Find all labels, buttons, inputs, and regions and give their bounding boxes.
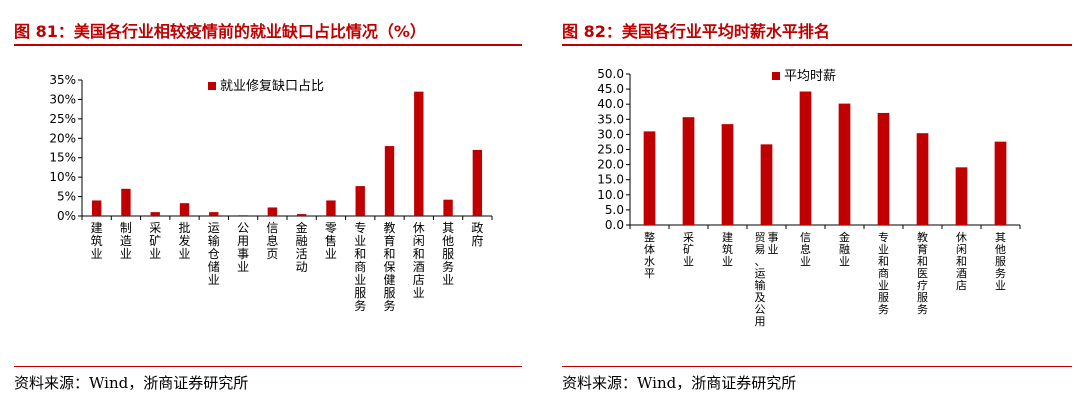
right-category-label: 整体水平: [644, 230, 655, 280]
right-legend-label: 平均时薪: [784, 69, 836, 84]
left-bar: [91, 200, 102, 216]
right-category-label: 信息业: [800, 231, 811, 268]
figure-82-panel: 图 82：美国各行业平均时薪水平排名 0.0 5.0 10.0 15.0 20.0 25.…: [548, 0, 1080, 400]
right-category-label: 教育和医疗服务: [917, 231, 928, 316]
left-y-tick-label: 30%: [49, 92, 76, 106]
left-bar: [443, 199, 453, 216]
right-bar: [643, 131, 656, 225]
left-category-label: 其他服务业: [442, 221, 454, 287]
right-category-label: 专业和商业服务: [878, 230, 889, 316]
right-bar: [838, 103, 851, 225]
left-bar: [209, 212, 219, 216]
left-legend-label: 就业修复缺口占比: [220, 79, 324, 94]
left-category-label: 零售业: [325, 221, 337, 261]
right-bar: [916, 133, 929, 225]
left-bar: [150, 212, 160, 216]
left-bar: [121, 188, 131, 216]
left-y-tick-label: 15%: [49, 151, 76, 165]
left-legend-swatch: [208, 82, 216, 90]
right-y-tick-label: 15.0: [597, 173, 624, 187]
right-y-tick-label: 10.0: [597, 188, 624, 202]
left-bar: [414, 91, 424, 216]
left-bar: [179, 203, 190, 216]
figure-81-panel: 图 81：美国各行业相较疫情前的就业缺口占比情况（%） 0% 5% 10% 15% 20…: [0, 0, 530, 400]
left-bar: [472, 149, 483, 216]
figure-82-bottom-rule: [562, 366, 1072, 367]
right-y-tick-label: 40.0: [597, 97, 624, 111]
left-category-label: 采矿业: [149, 221, 161, 261]
left-category-label: 休闲和酒店业: [413, 221, 425, 300]
hourly-wage-chart: 0.05.010.015.020.025.0 30.035.040.045.050…: [597, 67, 1021, 328]
right-bar: [682, 117, 695, 225]
left-bar: [296, 214, 307, 216]
left-category-label: 建筑业: [91, 221, 103, 261]
right-category-label: 建筑业: [722, 230, 733, 268]
left-y-tick-label: 20%: [49, 131, 76, 145]
left-bar: [238, 215, 248, 216]
left-y-tick-label: 5%: [57, 190, 76, 204]
right-bar: [721, 124, 734, 225]
right-bar: [799, 91, 812, 226]
left-bar: [384, 146, 395, 216]
right-y-tick-label: 20.0: [597, 158, 624, 172]
left-category-label: 政府: [471, 221, 483, 248]
figure-81-top-rule: [14, 44, 522, 46]
figure-81-bottom-rule: [14, 366, 522, 367]
figure-81-source: 资料来源：Wind，浙商证券研究所: [14, 374, 249, 392]
left-y-tick-label: 10%: [49, 170, 76, 184]
left-bar: [355, 186, 365, 216]
employment-gap-chart: 0% 5% 10% 15% 20% 25% 30% 35% 建筑业 制造业 采矿业 批发业 运输仓储业 公…: [49, 73, 493, 313]
right-y-tick-label: 30.0: [597, 127, 624, 141]
right-y-tick-label: 5.0: [605, 203, 624, 217]
right-category-label: 贸易、运输及公用事业: [755, 231, 779, 328]
right-bar: [955, 167, 968, 225]
figure-82-source: 资料来源：Wind，浙商证券研究所: [562, 374, 797, 392]
right-category-label: 采矿业: [683, 231, 694, 268]
left-category-label: 专业和商业服务: [354, 220, 366, 313]
left-y-tick-label: 0%: [57, 209, 76, 223]
left-category-label: 批发业: [178, 220, 190, 261]
figure-81-title: 图 81：美国各行业相较疫情前的就业缺口占比情况（%）: [14, 22, 426, 41]
right-y-tick-label: 0.0: [605, 218, 624, 232]
right-category-label: 休闲和酒店: [956, 231, 967, 292]
left-category-label: 制造业: [120, 221, 132, 261]
right-category-label: 金融业: [839, 230, 850, 268]
left-category-label: 公用事业: [237, 221, 249, 274]
left-y-tick-label: 35%: [49, 73, 76, 87]
right-legend-swatch: [772, 72, 780, 80]
left-bar: [267, 207, 278, 216]
right-y-tick-label: 25.0: [597, 143, 624, 157]
right-y-tick-label: 50.0: [597, 67, 624, 81]
right-bar: [994, 141, 1007, 225]
right-y-tick-label: 35.0: [597, 112, 624, 126]
left-category-label: 信息页: [266, 221, 278, 261]
right-bar: [877, 112, 890, 225]
figure-82-top-rule: [562, 44, 1072, 46]
right-category-label: 其他服务业: [995, 231, 1006, 292]
figure-82-title: 图 82：美国各行业平均时薪水平排名: [562, 22, 830, 41]
left-bar: [326, 200, 336, 216]
right-y-tick-label: 45.0: [597, 82, 624, 96]
left-category-label: 教育和保健服务: [383, 220, 395, 313]
left-category-label: 金融活动: [296, 220, 308, 274]
left-y-tick-label: 25%: [49, 112, 76, 126]
right-bar: [760, 144, 773, 225]
left-category-label: 运输仓储业: [208, 221, 220, 287]
